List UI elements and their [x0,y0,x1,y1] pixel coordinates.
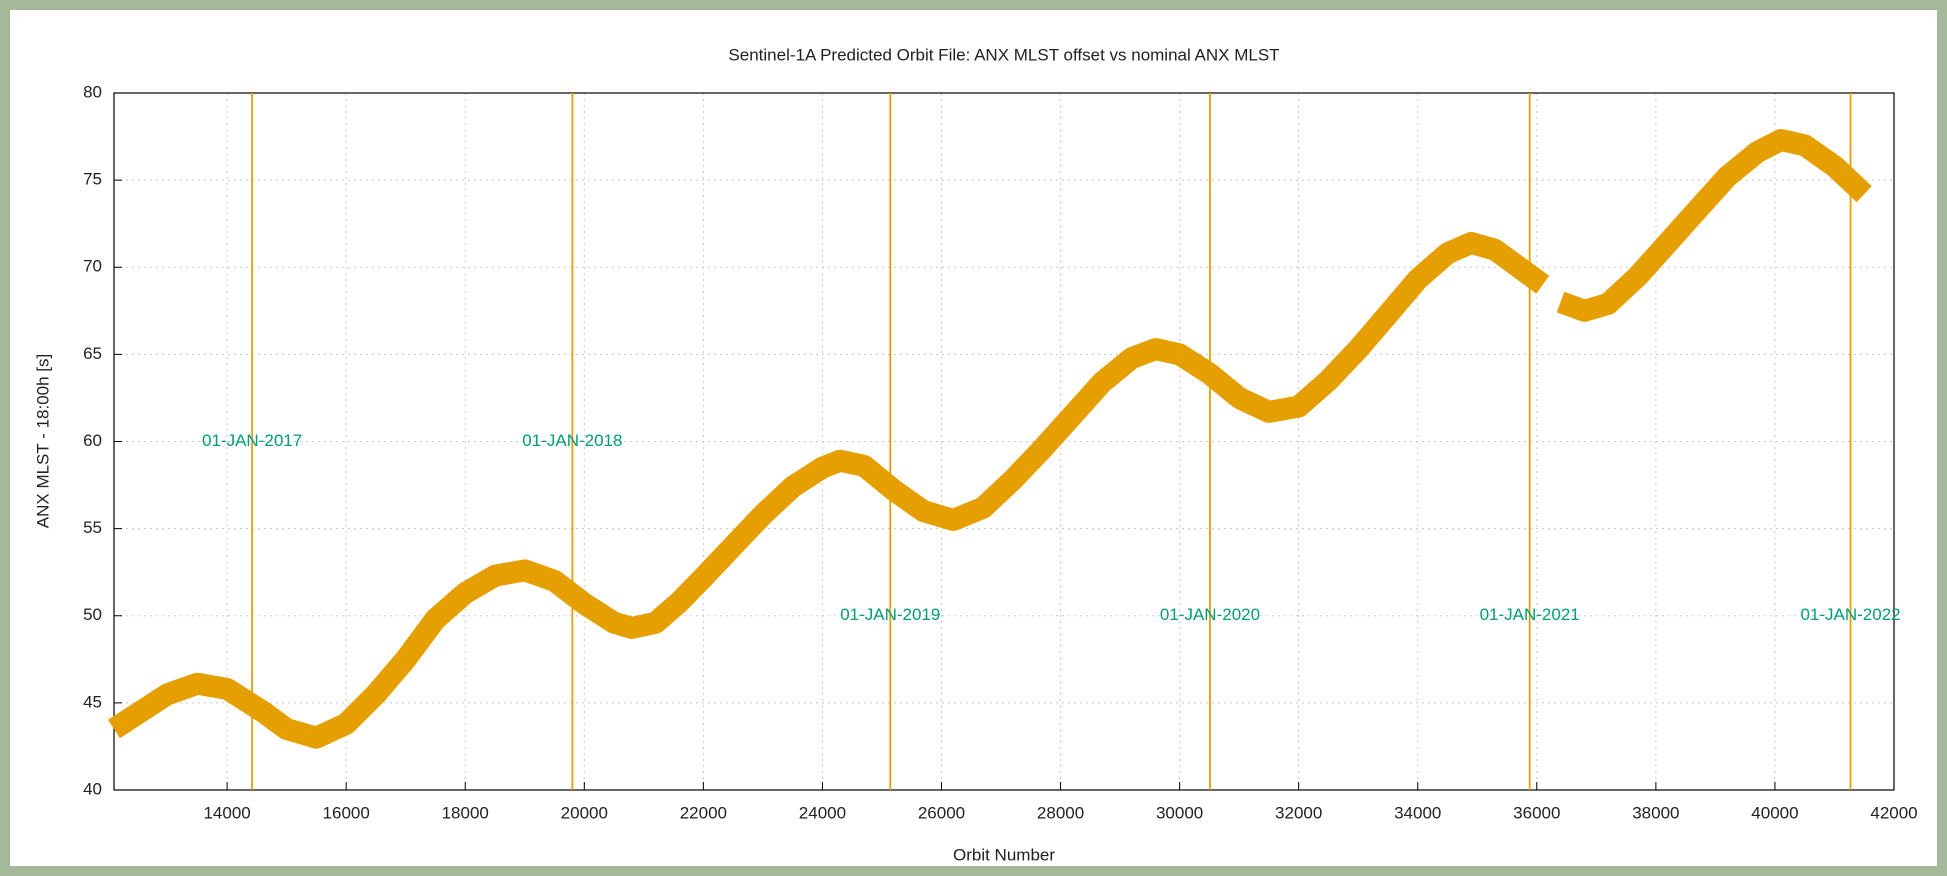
y-tick-label: 45 [83,692,102,711]
x-tick-label: 40000 [1751,803,1798,822]
date-marker-label: 01-JAN-2017 [202,431,302,450]
x-tick-label: 38000 [1632,803,1679,822]
y-tick-label: 75 [83,170,102,189]
x-tick-label: 16000 [323,803,370,822]
y-tick-label: 55 [83,518,102,537]
date-marker-label: 01-JAN-2021 [1480,605,1580,624]
x-tick-label: 30000 [1156,803,1203,822]
y-axis-label: ANX MLST - 18:00h [s] [33,354,52,528]
x-tick-label: 34000 [1394,803,1441,822]
x-tick-label: 22000 [680,803,727,822]
data-line [108,231,1550,749]
x-axis-label: Orbit Number [953,845,1055,864]
date-marker-label: 01-JAN-2020 [1160,605,1260,624]
date-marker-label: 01-JAN-2022 [1800,605,1900,624]
x-tick-label: 18000 [442,803,489,822]
y-tick-label: 80 [83,82,102,101]
y-tick-label: 50 [83,605,102,624]
y-tick-label: 65 [83,344,102,363]
y-tick-label: 60 [83,431,102,450]
x-tick-label: 36000 [1513,803,1560,822]
x-tick-label: 20000 [561,803,608,822]
y-tick-label: 40 [83,779,102,798]
x-tick-label: 42000 [1870,803,1917,822]
date-marker-label: 01-JAN-2018 [522,431,622,450]
x-tick-label: 26000 [918,803,965,822]
data-line [1556,129,1872,322]
x-tick-label: 24000 [799,803,846,822]
chart-title: Sentinel-1A Predicted Orbit File: ANX ML… [728,45,1279,64]
x-tick-label: 32000 [1275,803,1322,822]
date-marker-label: 01-JAN-2019 [840,605,940,624]
y-tick-label: 70 [83,257,102,276]
x-tick-label: 28000 [1037,803,1084,822]
x-tick-label: 14000 [203,803,250,822]
